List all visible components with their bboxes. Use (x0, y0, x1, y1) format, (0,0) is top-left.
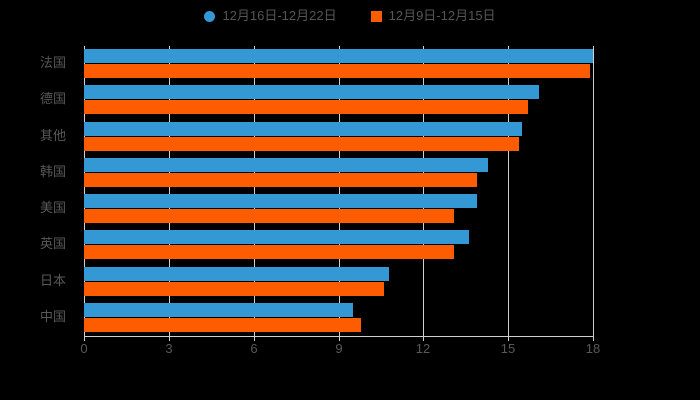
bar[interactable] (84, 64, 590, 78)
x-axis-tick (593, 336, 594, 341)
x-axis-tick (254, 336, 255, 341)
x-axis-tick (84, 336, 85, 341)
x-axis-label: 15 (500, 341, 516, 356)
y-axis-label: 其他 (39, 127, 66, 143)
bar[interactable] (84, 85, 539, 100)
y-axis-label: 中国 (39, 308, 66, 324)
bar[interactable] (84, 317, 361, 332)
x-axis-label: 18 (585, 341, 601, 356)
gridline-0 (84, 46, 85, 336)
x-axis-tick (169, 336, 170, 341)
gridline-15 (508, 46, 509, 336)
bar[interactable] (84, 100, 528, 115)
x-axis-label: 0 (80, 341, 88, 356)
bar[interactable] (84, 121, 522, 136)
legend-label: 12月9日-12月15日 (388, 8, 496, 23)
x-axis-label: 12 (415, 341, 431, 356)
chart-legend: 12月16日-12月22日 12月9日-12月15日 (0, 4, 700, 28)
y-axis-labels: 法国德国其他韩国美国英国日本中国 (0, 46, 76, 336)
legend-label: 12月16日-12月22日 (222, 8, 337, 23)
bar[interactable] (84, 157, 488, 172)
gridline-3 (169, 46, 170, 336)
y-axis-label: 英国 (39, 236, 66, 252)
legend-circle-marker-icon (204, 10, 216, 22)
x-axis-tick (508, 336, 509, 341)
x-axis-label: 3 (165, 341, 173, 356)
bar[interactable] (84, 266, 389, 281)
legend-item-0[interactable]: 12月16日-12月22日 (204, 8, 337, 23)
x-axis-tick (339, 336, 340, 341)
bar-group (84, 157, 593, 189)
gridline-12 (423, 46, 424, 336)
bar-group (84, 121, 593, 153)
bar-group (84, 49, 593, 80)
gridline-9 (339, 46, 340, 336)
bar-group (84, 85, 593, 116)
bar[interactable] (84, 194, 477, 208)
gridline-6 (254, 46, 255, 336)
bar[interactable] (84, 136, 519, 151)
bar[interactable] (84, 172, 477, 187)
bar[interactable] (84, 302, 353, 317)
x-axis-label: 9 (335, 341, 343, 356)
x-axis-tick (423, 336, 424, 341)
y-axis-label: 美国 (39, 200, 66, 215)
gridline-18 (593, 46, 594, 336)
x-axis-label: 6 (250, 341, 258, 356)
bar[interactable] (84, 281, 384, 296)
bar[interactable] (84, 209, 454, 223)
y-axis-label: 日本 (39, 272, 66, 288)
y-axis-label: 法国 (39, 55, 66, 70)
legend-square-marker-icon (370, 10, 382, 22)
plot-area (84, 46, 594, 336)
bar[interactable] (84, 245, 454, 260)
y-axis-label: 韩国 (39, 163, 66, 179)
legend-item-1[interactable]: 12月9日-12月15日 (370, 8, 496, 23)
bar-group (84, 230, 593, 261)
bar[interactable] (84, 230, 469, 245)
bar-group (84, 194, 593, 225)
bar-group (84, 302, 593, 334)
y-axis-label: 德国 (39, 91, 66, 107)
bar[interactable] (84, 49, 593, 63)
bar-group (84, 266, 593, 298)
